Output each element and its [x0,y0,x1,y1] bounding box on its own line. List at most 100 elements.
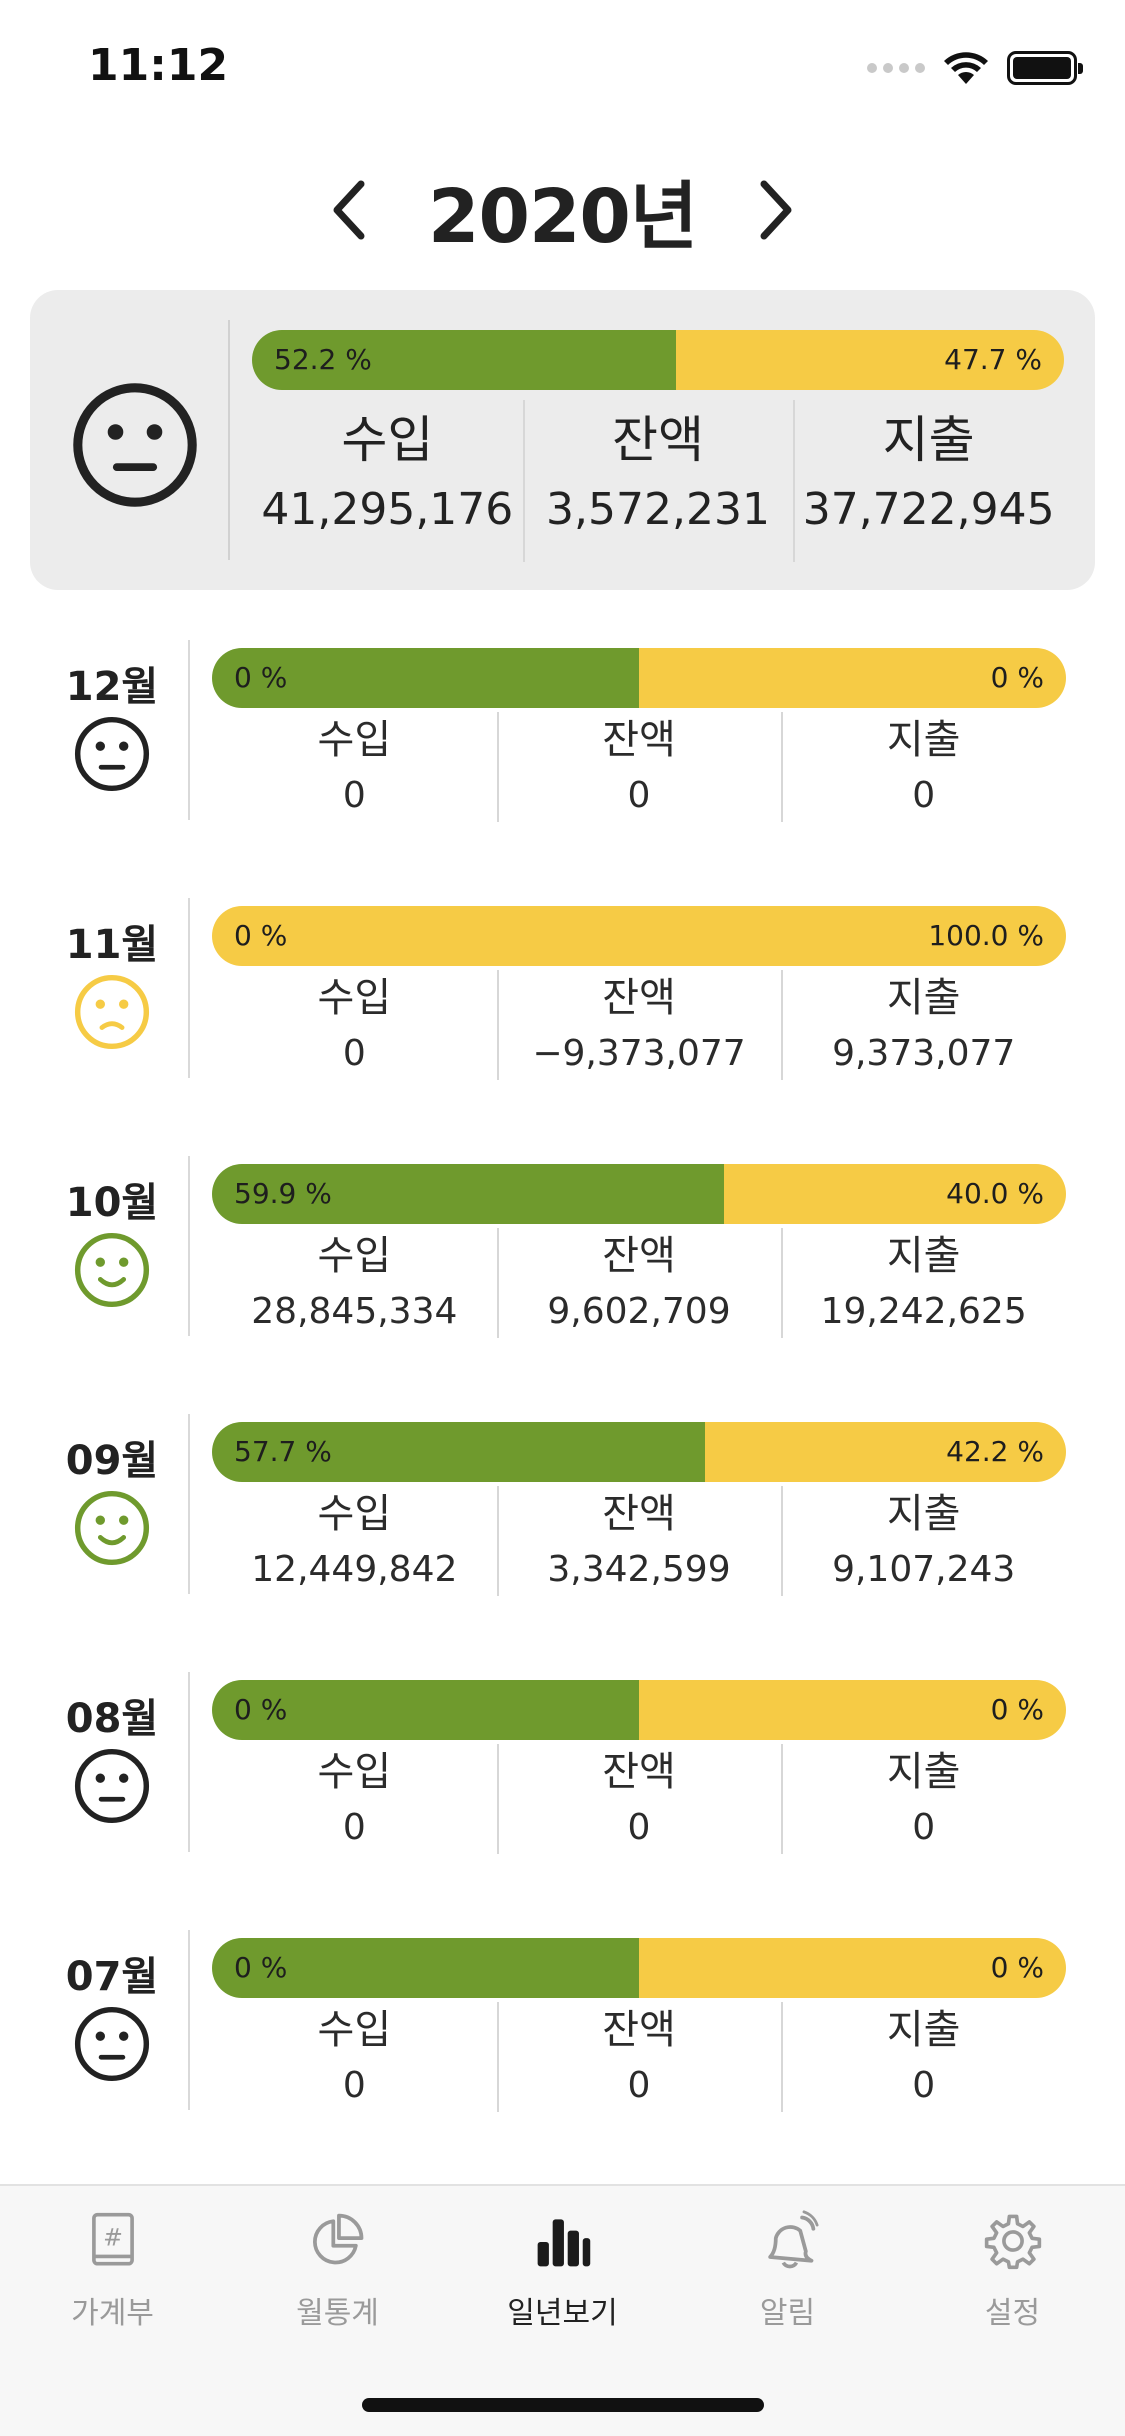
svg-text:#: # [103,2224,123,2252]
month-stats: 수입 0 잔액 0 지출 0 [212,712,1066,822]
income-percent-label: 57.7 % [234,1435,332,1468]
balance-stat: 잔액 −9,373,077 [496,970,782,1080]
tab-pie-chart[interactable]: 월통계 [225,2186,450,2336]
income-ratio-fill [212,1422,705,1482]
pie-chart-icon [305,2208,371,2274]
balance-value: 0 [627,775,651,816]
summary-stats: 수입 41,295,176 잔액 3,572,231 지출 37,722,945 [252,400,1064,562]
income-ratio-fill [212,1680,639,1740]
income-label: 수입 [317,1749,392,1795]
status-bar: 11:12 [0,0,1125,132]
chevron-right-icon [760,180,792,240]
month-stats: 수입 12,449,842 잔액 3,342,599 지출 9,107,243 [212,1486,1066,1596]
gear-icon [980,2208,1046,2274]
month-divider [188,898,190,1078]
expense-value: 0 [912,1807,936,1848]
bell-icon [755,2208,821,2274]
expense-value: 0 [912,775,936,816]
month-body: 0 % 100.0 % 수입 0 잔액 −9,373,077 지출 9,373,077 [212,906,1066,1080]
income-percent-label: 52.2 % [274,343,372,376]
expense-label: 지출 [886,717,961,763]
expense-ratio-fill [639,1938,1066,1998]
balance-value: 3,342,599 [547,1549,731,1590]
home-indicator [362,2398,764,2412]
month-body: 0 % 0 % 수입 0 잔액 0 지출 0 [212,1938,1066,2112]
balance-value: 0 [627,1807,651,1848]
tab-bell[interactable]: 알림 [675,2186,900,2336]
income-label: 수입 [317,717,392,763]
balance-label: 잔액 [602,2007,676,2053]
expense-stat: 지출 19,242,625 [781,1228,1066,1338]
chevron-left-icon [333,180,365,240]
expense-label: 지출 [882,411,975,469]
income-expense-ratio-bar: 0 % 0 % [212,1680,1066,1740]
income-expense-ratio-bar: 52.2 % 47.7 % [252,330,1064,390]
income-stat: 수입 12,449,842 [212,1486,497,1596]
month-name: 08월 [65,1696,159,1742]
month-divider [188,1156,190,1336]
expense-value: 9,373,077 [832,1033,1016,1074]
expense-stat: 지출 9,107,243 [781,1486,1066,1596]
income-stat: 수입 0 [212,2002,497,2112]
expense-label: 지출 [886,1749,961,1795]
income-expense-ratio-bar: 0 % 100.0 % [212,906,1066,966]
month-body: 0 % 0 % 수입 0 잔액 0 지출 0 [212,1680,1066,1854]
expense-label: 지출 [886,2007,961,2053]
expense-stat: 지출 0 [781,2002,1066,2112]
summary-divider [228,320,230,560]
income-percent-label: 59.9 % [234,1177,332,1210]
tab-ledger-book[interactable]: # 가계부 [0,2186,225,2336]
tab-label: 월통계 [296,2296,379,2331]
balance-stat: 잔액 0 [496,2002,782,2112]
month-row[interactable]: 11월 0 % 100.0 % 수입 0 잔액 −9,373,077 지출 9,373,077 [0,878,1125,1136]
month-row[interactable]: 09월 57.7 % 42.2 % 수입 12,449,842 잔액 3,342,599 지출… [0,1394,1125,1652]
neutral-face-icon [74,2006,150,2082]
next-year-button[interactable] [741,170,811,250]
expense-percent-label: 100.0 % [928,919,1044,952]
neutral-face-icon [73,383,197,507]
previous-year-button[interactable] [314,170,384,250]
expense-label: 지출 [886,1233,961,1279]
income-stat: 수입 0 [212,712,497,822]
month-body: 59.9 % 40.0 % 수입 28,845,334 잔액 9,602,709 지출 19,… [212,1164,1066,1338]
income-expense-ratio-bar: 0 % 0 % [212,648,1066,708]
income-label: 수입 [341,411,434,469]
income-stat: 수입 0 [212,1744,497,1854]
balance-label: 잔액 [602,975,676,1021]
neutral-face-icon [74,1748,150,1824]
month-row[interactable]: 08월 0 % 0 % 수입 0 잔액 0 지출 0 [0,1652,1125,1910]
income-value: 41,295,176 [261,484,514,535]
month-row[interactable]: 10월 59.9 % 40.0 % 수입 28,845,334 잔액 9,602,709 지출… [0,1136,1125,1394]
wifi-icon [944,52,988,84]
month-row[interactable]: 07월 0 % 0 % 수입 0 잔액 0 지출 0 [0,1910,1125,2168]
month-divider [188,1930,190,2110]
happy-face-icon [74,1232,150,1308]
month-list: 12월 0 % 0 % 수입 0 잔액 0 지출 0 11월 0 % 100.0 % 수입 0 잔액 −9,3… [0,620,1125,2168]
expense-ratio-fill [723,1164,1066,1224]
month-divider [188,1414,190,1594]
year-title: 2020년 [427,173,698,260]
ledger-book-icon: # [80,2208,146,2274]
expense-value: 37,722,945 [802,484,1055,535]
expense-value: 0 [912,2065,936,2106]
month-name: 10월 [65,1180,159,1226]
tab-bar-chart[interactable]: 일년보기 [450,2186,675,2336]
balance-value: 3,572,231 [546,484,770,535]
income-expense-ratio-bar: 59.9 % 40.0 % [212,1164,1066,1224]
income-label: 수입 [317,1233,392,1279]
balance-stat: 잔액 0 [496,1744,782,1854]
month-row[interactable]: 12월 0 % 0 % 수입 0 잔액 0 지출 0 [0,620,1125,878]
tab-label: 가계부 [71,2296,154,2331]
expense-stat: 지출 0 [781,712,1066,822]
tab-gear[interactable]: 설정 [900,2186,1125,2336]
expense-ratio-fill [212,906,1066,966]
balance-label: 잔액 [612,411,704,469]
balance-value: 0 [627,2065,651,2106]
expense-percent-label: 40.0 % [946,1177,1044,1210]
month-body: 57.7 % 42.2 % 수입 12,449,842 잔액 3,342,599 지출 9,1… [212,1422,1066,1596]
balance-stat: 잔액 3,342,599 [496,1486,782,1596]
month-name: 12월 [65,664,159,710]
income-ratio-fill [212,1164,724,1224]
income-value: 0 [342,2065,366,2106]
balance-stat: 잔액 0 [496,712,782,822]
